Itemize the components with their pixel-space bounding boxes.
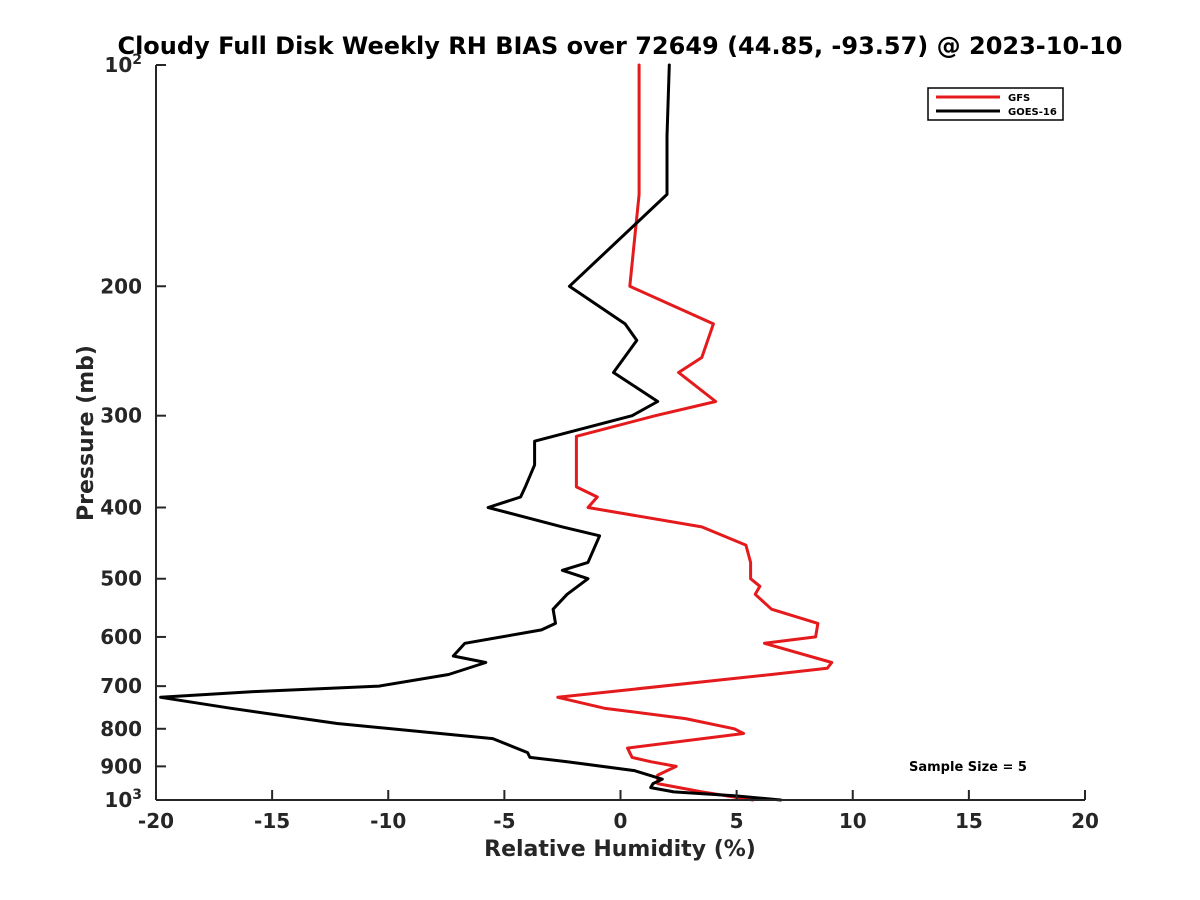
legend-label-goes-16: GOES-16 [1008, 107, 1057, 118]
x-tick-label: 0 [614, 809, 628, 833]
y-tick-label: 800 [100, 717, 142, 741]
x-tick-label: 15 [955, 809, 983, 833]
x-tick-label: 5 [730, 809, 744, 833]
legend-box [927, 87, 1064, 121]
y-tick-label: 600 [100, 625, 142, 649]
chart-title: Cloudy Full Disk Weekly RH BIAS over 726… [117, 32, 1122, 60]
x-tick-label: -15 [254, 809, 290, 833]
x-tick-label: -20 [138, 809, 174, 833]
x-axis-label: Relative Humidity (%) [484, 837, 756, 862]
x-tick-label: 10 [839, 809, 867, 833]
y-tick-label: 200 [100, 274, 142, 298]
y-tick-label: 400 [100, 496, 142, 520]
series-line-gfs [556, 63, 834, 802]
y-axis-label: Pressure (mb) [74, 345, 99, 521]
legend: GFS GOES-16 [927, 87, 1064, 121]
legend-label-gfs: GFS [1008, 93, 1030, 104]
y-tick-label: 900 [100, 754, 142, 778]
x-tick-label: -10 [370, 809, 406, 833]
series-layer [159, 63, 834, 802]
y-tick-label: 103 [104, 787, 142, 812]
y-tick-label: 102 [104, 52, 142, 77]
x-ticks: -20 -15 -10 -5 0 5 10 15 20 [138, 790, 1099, 833]
y-tick-label: 700 [100, 674, 142, 698]
series-line-goes-16 [159, 63, 783, 802]
x-tick-label: -5 [493, 809, 515, 833]
sample-size-annotation: Sample Size = 5 [909, 760, 1027, 775]
y-tick-label: 500 [100, 567, 142, 591]
y-tick-label: 300 [100, 404, 142, 428]
y-ticks: 102 200 300 400 500 600 700 800 900 103 [100, 52, 166, 812]
x-tick-label: 20 [1071, 809, 1099, 833]
